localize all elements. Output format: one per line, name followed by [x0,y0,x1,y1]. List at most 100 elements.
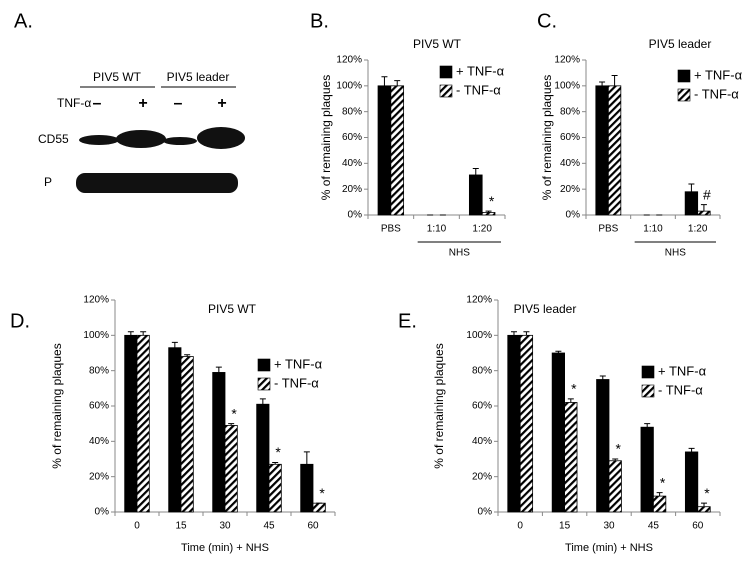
x-tick-label: 30 [603,521,615,532]
bar [697,506,711,513]
chart-title: PIV5 leader [514,302,577,316]
y-tick-label: 60% [560,132,580,143]
bar [640,426,654,513]
legend-swatch [439,84,453,98]
y-tick-label: 20% [89,471,109,482]
group-label: NHS [665,248,686,259]
annotation: * [704,485,710,501]
legend-label: + TNF-α [456,63,505,78]
y-tick-label: 60% [342,132,362,143]
error-bar [259,398,266,405]
treatment-label: TNF-α [57,96,91,110]
annotation: * [489,193,495,209]
y-tick-label: 60% [89,401,109,412]
bar [136,334,150,513]
panel-letter: D. [10,310,30,332]
annotation: * [319,485,325,501]
legend-label: - TNF-α [456,82,501,97]
y-tick-label: 100% [554,80,580,91]
error-bar [599,375,606,380]
annotation: * [615,441,621,457]
row-label: P [44,175,52,189]
y-tick-label: 120% [466,295,492,306]
error-bar [171,341,178,348]
bar [300,463,314,513]
x-tick-label: 60 [307,521,319,532]
bar [684,451,699,513]
x-tick-label: PBS [381,224,401,235]
bar [312,502,326,513]
x-axis-label: Time (min) + NHS [181,542,269,554]
bar [595,85,609,216]
error-bar [523,331,530,336]
legend-swatch [439,65,453,79]
y-tick-label: 40% [472,436,492,447]
y-axis-label: % of remaining plaques [432,343,446,468]
error-bar [303,451,310,465]
x-tick-label: 1:10 [643,224,663,235]
y-tick-label: 40% [560,158,580,169]
y-tick-label: 80% [342,106,362,117]
x-tick-label: 45 [263,521,275,532]
error-bar [381,76,388,86]
bar [180,356,194,513]
annotation: * [275,444,281,460]
x-tick-label: 15 [559,521,571,532]
legend-swatch [677,69,691,83]
error-bar [700,204,707,212]
x-tick-label: 60 [692,521,704,532]
legend-label: + TNF-α [274,356,323,371]
error-bar [555,350,562,353]
error-bar [127,331,134,336]
bar [608,460,622,513]
bar [390,85,405,216]
y-tick-label: 120% [83,295,109,306]
y-tick-label: 80% [89,365,109,376]
error-bar [215,366,222,373]
chart-title: PIV5 WT [208,302,257,316]
x-tick-label: 0 [517,521,523,532]
bar [256,403,270,513]
y-tick-label: 0% [566,210,581,221]
error-bar [644,423,651,428]
y-tick-label: 120% [336,55,362,66]
bar [697,210,711,216]
y-axis-label: % of remaining plaques [540,75,554,200]
bar [377,85,392,216]
legend-label: + TNF-α [658,363,707,378]
error-bar [612,458,619,461]
legend-swatch [677,88,691,102]
y-tick-label: 0% [95,507,110,518]
panel-letter: B. [310,10,329,32]
y-tick-label: 0% [478,507,493,518]
error-bar [656,492,663,497]
y-tick-label: 40% [89,436,109,447]
bar [124,334,138,513]
legend-label: - TNF-α [694,86,739,101]
x-tick-label: 0 [134,521,140,532]
error-bar [688,447,695,452]
error-bar [599,81,606,86]
bar [684,191,699,216]
row-label: CD55 [38,132,69,146]
bar [519,334,534,513]
y-tick-label: 80% [560,106,580,117]
y-tick-label: 80% [472,365,492,376]
error-bar [228,423,235,426]
bar [168,347,182,513]
error-bar [184,354,191,357]
error-bar [510,331,517,336]
group-label: NHS [449,248,470,259]
bar [607,85,622,216]
y-axis-label: % of remaining plaques [319,75,333,200]
group-label: PIV5 leader [167,70,230,84]
error-bar [272,462,279,465]
panel-letter: A. [14,10,33,32]
y-tick-label: 20% [342,184,362,195]
y-tick-label: 20% [472,471,492,482]
bar [224,425,238,513]
x-tick-label: PBS [598,224,618,235]
legend-swatch [257,377,271,391]
sign: + [217,95,226,112]
y-tick-label: 0% [348,210,363,221]
